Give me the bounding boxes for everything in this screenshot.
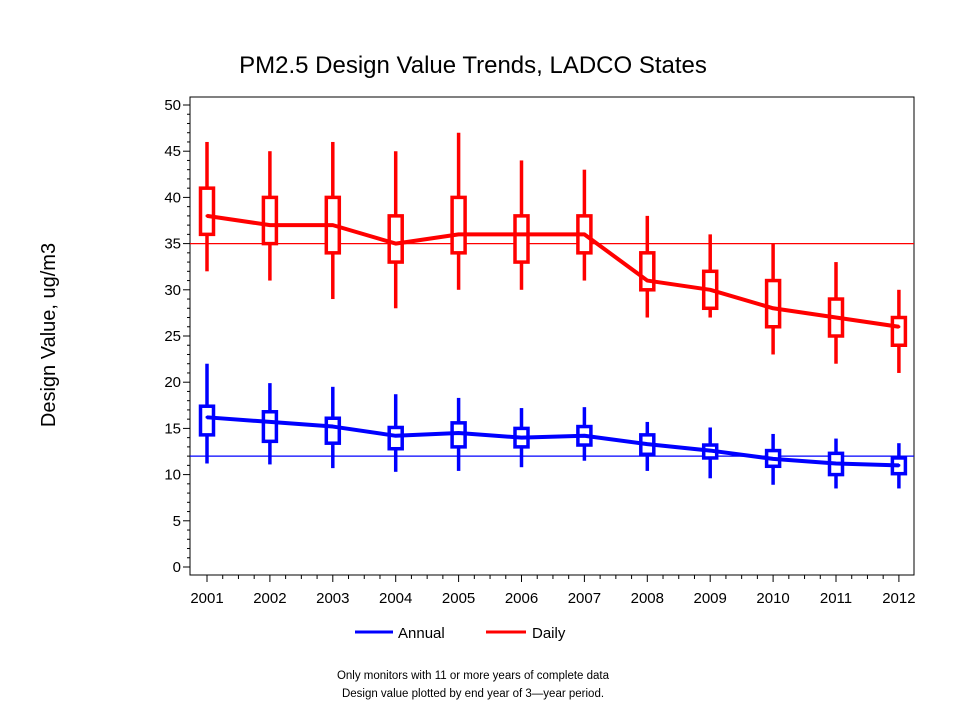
annual-point — [708, 449, 712, 453]
annual-point — [331, 425, 335, 429]
x-tick-label: 2005 — [442, 590, 475, 607]
annual-box — [198, 404, 216, 437]
daily-point — [834, 316, 838, 320]
y-tick-label: 10 — [164, 467, 181, 484]
annual-line — [206, 415, 899, 468]
daily-point — [520, 232, 523, 236]
footnote-1: Only monitors with 11 or more years of c… — [337, 670, 610, 682]
annual-point — [645, 442, 649, 446]
annual-point — [268, 420, 272, 424]
x-tick-label: 2011 — [820, 590, 852, 607]
daily-point — [897, 325, 901, 329]
x-tick-label: 2003 — [316, 590, 349, 607]
y-tick-label: 40 — [164, 189, 181, 206]
x-tick-label: 2001 — [190, 590, 223, 607]
daily-box — [387, 214, 404, 264]
annual-box — [387, 425, 404, 451]
y-tick-label: 35 — [164, 236, 181, 253]
daily-point — [331, 223, 335, 227]
y-tick-label: 50 — [164, 97, 181, 114]
daily-box — [639, 251, 656, 292]
y-tick-label: 0 — [173, 559, 181, 576]
daily-line — [206, 213, 900, 329]
footnote-2: Design value plotted by end year of 3—ye… — [342, 688, 604, 700]
y-axis-label: Design Value, ug/m3 — [38, 243, 60, 427]
x-tick-label: 2006 — [505, 590, 538, 607]
x-tick-label: 2004 — [379, 590, 412, 607]
annual-point — [897, 463, 901, 467]
x-tick-label: 2007 — [568, 590, 601, 607]
annual-point — [520, 436, 523, 440]
reference-lines — [190, 243, 914, 457]
daily-box — [261, 195, 279, 246]
legend: Annual Daily — [355, 625, 566, 642]
x-tick-label: 2002 — [253, 590, 286, 607]
daily-point — [268, 223, 272, 227]
y-axis: 0 5 10 15 20 25 30 35 40 45 50 — [164, 97, 190, 576]
series-annual — [198, 363, 908, 489]
annual-point — [205, 415, 209, 419]
y-tick-label: 20 — [164, 374, 181, 391]
chart-title: PM2.5 Design Value Trends, LADCO States — [239, 52, 707, 79]
y-tick-label: 30 — [164, 282, 181, 299]
annual-box — [324, 416, 342, 445]
daily-box — [890, 315, 908, 347]
legend-daily-label: Daily — [532, 625, 566, 642]
daily-point — [708, 288, 712, 292]
y-tick-label: 15 — [164, 420, 181, 437]
series-daily — [198, 132, 908, 373]
y-tick-label: 45 — [164, 143, 181, 160]
annual-box — [261, 410, 279, 444]
daily-point — [771, 306, 775, 310]
annual-point — [582, 434, 586, 438]
daily-point — [645, 279, 649, 283]
daily-point — [457, 232, 461, 236]
daily-point — [394, 242, 398, 246]
x-axis: 2001 2002 2003 2004 2005 2006 2007 2008 2009 2010… — [190, 575, 916, 607]
y-tick-label: 25 — [164, 328, 181, 345]
daily-box — [764, 278, 782, 329]
daily-box — [198, 186, 216, 237]
annual-point — [771, 457, 775, 461]
x-tick-label: 2010 — [756, 590, 789, 607]
legend-annual-label: Annual — [398, 625, 445, 642]
x-tick-label: 2008 — [631, 590, 664, 607]
annual-point — [834, 462, 838, 466]
series-layer — [198, 132, 908, 489]
x-tick-label: 2009 — [694, 590, 727, 607]
y-tick-label: 5 — [173, 513, 181, 530]
annual-point — [457, 431, 461, 435]
x-tick-label: 2012 — [882, 590, 915, 607]
daily-point — [582, 232, 586, 236]
plot-area — [189, 96, 915, 576]
daily-box — [450, 195, 467, 255]
daily-box — [513, 214, 530, 264]
annual-point — [394, 434, 398, 438]
daily-point — [205, 214, 209, 218]
